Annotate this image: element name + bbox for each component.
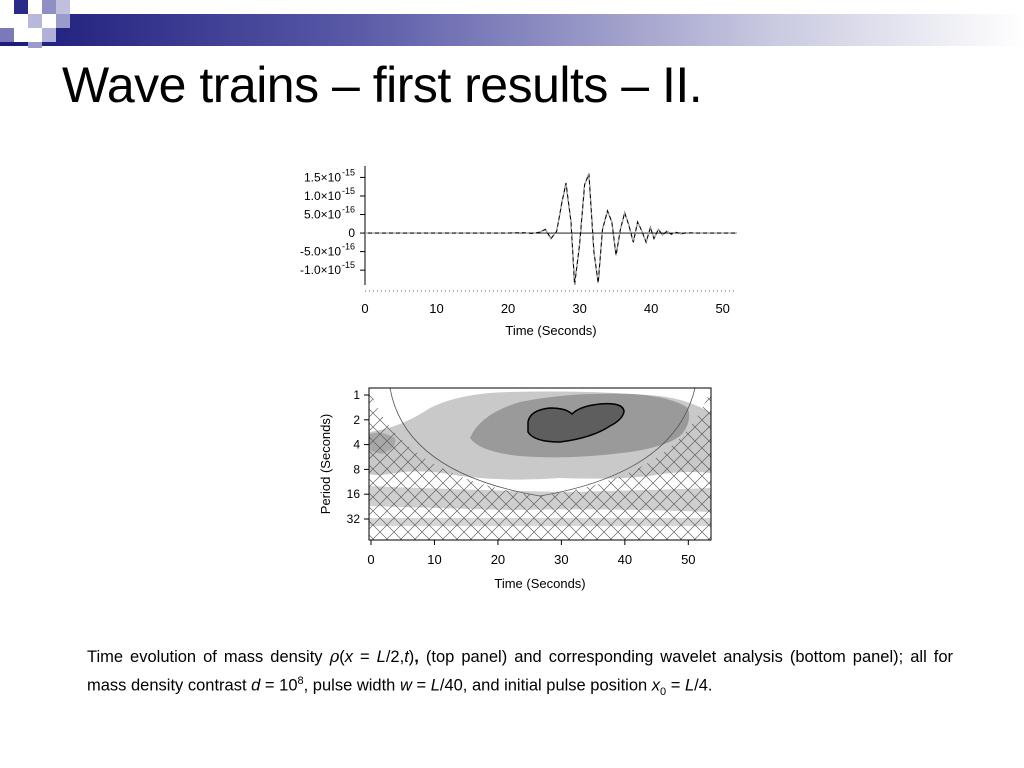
y-tick-label: -1.0×10: [300, 263, 341, 277]
wavelet-x-tick-label: 10: [427, 552, 441, 567]
density-series-line: [365, 173, 737, 286]
slide-title: Wave trains – first results – II.: [62, 57, 703, 113]
wavelet-y-label: Period (Seconds): [318, 414, 333, 514]
y-tick-label: 1.0×10: [304, 189, 341, 203]
y-tick-label: 0: [348, 226, 355, 240]
y-tick-exponent: -15: [342, 260, 355, 270]
wavelet-y-ticks: 1 2 4 8 16 32: [347, 388, 369, 526]
y-tick-exponent: -16: [342, 242, 355, 252]
y-tick-exponent: -16: [342, 205, 355, 215]
wavelet-high-power-peak: [527, 402, 625, 443]
wavelet-x-tick-label: 40: [618, 552, 632, 567]
density-series-dashed-line: [365, 173, 737, 286]
header-decoration: [0, 0, 1024, 48]
rho-symbol: ρ: [329, 647, 340, 666]
wavelet-x-label: Time (Seconds): [494, 576, 585, 591]
wavelet-analysis-chart: 1 2 4 8 16 32 0 10 20 30 40 50 Time (Seconds) Peri…: [318, 387, 712, 591]
x-tick-label: 50: [715, 301, 729, 316]
wavelet-y-tick-label: 1: [353, 388, 360, 402]
x-tick-label: 30: [572, 301, 586, 316]
x-tick-label: 20: [501, 301, 515, 316]
wavelet-plot-frame: [368, 387, 712, 541]
cone-of-influence: [389, 388, 696, 497]
wavelet-y-tick-label: 2: [353, 413, 360, 427]
top-chart-x-label: Time (Seconds): [505, 323, 596, 338]
x-tick-label: 10: [429, 301, 443, 316]
wavelet-x-tick-label: 20: [491, 552, 505, 567]
top-chart-axes: [364, 166, 737, 292]
header-checker-squares: [0, 0, 70, 48]
wavelet-y-tick-label: 32: [347, 512, 361, 526]
x-tick-label: 0: [361, 301, 368, 316]
y-tick-exponent: -15: [342, 186, 355, 196]
header-gradient-bar: [0, 14, 1024, 46]
wavelet-power-map: [369, 388, 711, 540]
x-tick-label: 40: [644, 301, 658, 316]
y-tick-label: 1.5×10: [304, 170, 341, 184]
figure-caption: Time evolution of mass density ρ(x = L/2…: [87, 647, 953, 698]
wavelet-x-tick-label: 30: [554, 552, 568, 567]
wavelet-y-tick-label: 4: [353, 438, 360, 452]
y-tick-exponent: -15: [342, 167, 355, 177]
density-time-series-chart: 1.5×10 -151.0×10 -155.0×10 -160-5.0×10 -16-1…: [300, 166, 737, 338]
wavelet-y-tick-label: 8: [353, 462, 360, 476]
top-chart-y-ticks: 1.5×10 -151.0×10 -155.0×10 -160-5.0×10 -16-1…: [300, 167, 365, 277]
wavelet-y-tick-label: 16: [347, 487, 361, 501]
y-tick-label: 5.0×10: [304, 208, 341, 222]
wavelet-x-tick-label: 50: [681, 552, 695, 567]
wavelet-x-ticks: 0 10 20 30 40 50: [367, 540, 696, 567]
wavelet-x-tick-label: 0: [367, 552, 374, 567]
y-tick-label: -5.0×10: [300, 245, 341, 259]
top-chart-x-ticks: 0 10 20 30 40 50: [361, 301, 730, 316]
